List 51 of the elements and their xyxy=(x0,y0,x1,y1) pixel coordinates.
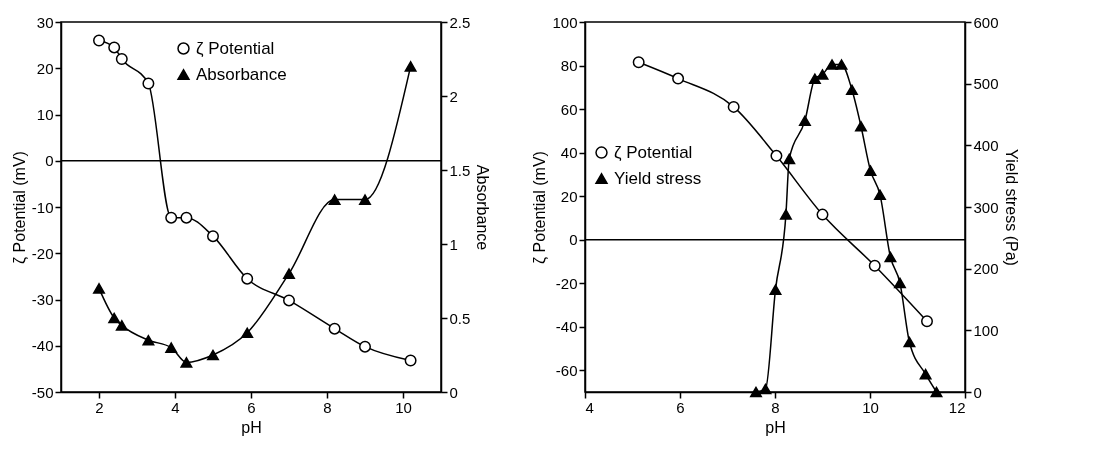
y-tick-label: 100 xyxy=(552,13,578,31)
y2-axis-title: Yield stress (Pa) xyxy=(1002,149,1020,266)
y2-tick-label: 0 xyxy=(973,383,982,401)
x-tick-label: 4 xyxy=(585,398,594,416)
x-tick-label: 6 xyxy=(247,398,256,416)
legend-label: Absorbance xyxy=(196,64,287,84)
y2-tick-label: 300 xyxy=(973,198,999,216)
y2-tick-label: 100 xyxy=(973,321,999,339)
y2-tick-label: 1 xyxy=(449,235,458,253)
x-tick-label: 2 xyxy=(95,398,104,416)
y-tick-label: -50 xyxy=(31,383,54,401)
y2-tick-label: 400 xyxy=(973,136,999,154)
legend-label: ζ Potential xyxy=(614,142,693,162)
y-tick-label: 40 xyxy=(560,144,578,162)
y2-tick-label: 200 xyxy=(973,260,999,278)
legend-label: Yield stress xyxy=(614,168,702,188)
legend-label: ζ Potential xyxy=(196,38,275,58)
y-tick-label: -40 xyxy=(31,337,54,355)
y-tick-label: -40 xyxy=(555,318,578,336)
y2-tick-label: 2 xyxy=(449,87,458,105)
x-axis-title: pH xyxy=(241,418,262,436)
y2-tick-label: 0.5 xyxy=(449,309,471,327)
x-axis-title: pH xyxy=(765,418,786,436)
x-tick-label: 4 xyxy=(171,398,180,416)
y-axis-title: ζ Potential (mV) xyxy=(10,151,29,264)
y-tick-label: 10 xyxy=(36,106,54,123)
y-tick-label: -10 xyxy=(31,198,54,216)
y-tick-label: 0 xyxy=(569,231,578,249)
y2-tick-label: 600 xyxy=(973,13,999,31)
y-tick-label: -30 xyxy=(31,291,54,308)
y-tick-label: 20 xyxy=(36,59,54,77)
y-tick-label: 80 xyxy=(560,57,578,75)
y2-tick-label: 1.5 xyxy=(449,161,471,179)
y-tick-label: -20 xyxy=(31,244,54,262)
x-tick-label: 8 xyxy=(771,398,780,416)
y-tick-label: 0 xyxy=(45,152,54,170)
x-tick-label: 10 xyxy=(862,398,879,416)
y2-axis-title: Absorbance xyxy=(474,164,492,251)
y-tick-label: -60 xyxy=(555,361,578,379)
y-tick-label: 20 xyxy=(560,187,578,205)
y2-tick-label: 0 xyxy=(449,383,458,401)
x-tick-label: 12 xyxy=(948,398,966,416)
y-tick-label: 60 xyxy=(560,100,578,118)
x-tick-label: 6 xyxy=(676,398,685,416)
y2-tick-label: 500 xyxy=(973,75,999,93)
y-axis-title: ζ Potential (mV) xyxy=(531,151,550,264)
x-tick-label: 8 xyxy=(323,398,332,416)
y2-tick-label: 2.5 xyxy=(449,13,471,31)
y-tick-label: 30 xyxy=(36,13,54,31)
x-tick-label: 10 xyxy=(395,398,412,416)
y-tick-label: -20 xyxy=(555,274,578,292)
